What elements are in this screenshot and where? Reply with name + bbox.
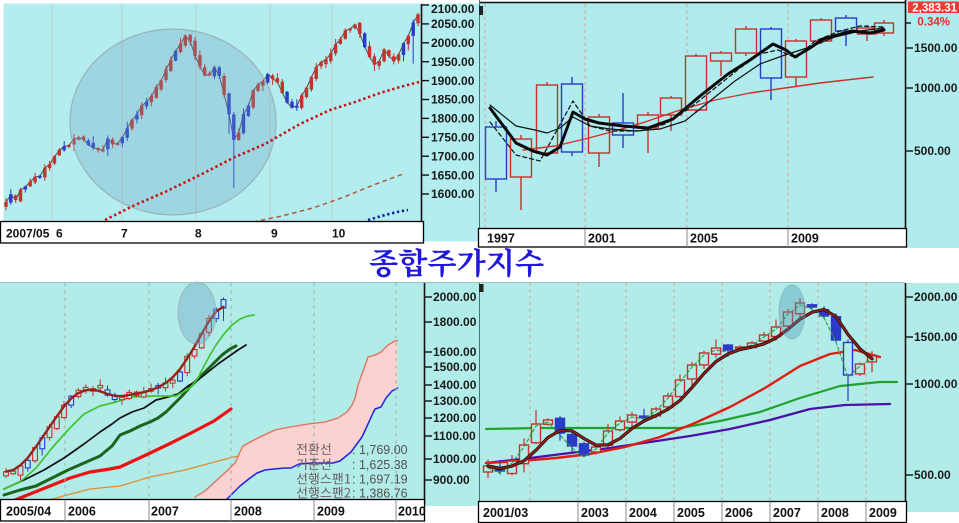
svg-text:2010: 2010 (398, 505, 426, 519)
svg-text:1900.00: 1900.00 (431, 74, 475, 88)
svg-text:2005/04: 2005/04 (6, 505, 51, 519)
svg-text:2005: 2005 (690, 232, 718, 246)
svg-text:2009: 2009 (317, 505, 345, 519)
svg-text:500.00: 500.00 (914, 144, 951, 158)
svg-text:: 1,697.19: : 1,697.19 (352, 473, 408, 487)
svg-text:0.34%: 0.34% (917, 17, 950, 29)
svg-text:2004: 2004 (629, 506, 657, 520)
svg-text:: 1,769.00: : 1,769.00 (352, 443, 408, 457)
svg-text:900.00: 900.00 (433, 473, 470, 487)
svg-text:1750.00: 1750.00 (431, 131, 475, 145)
svg-text:1850.00: 1850.00 (431, 93, 475, 107)
svg-text:2001/03: 2001/03 (483, 506, 528, 520)
svg-text:1000.00: 1000.00 (914, 81, 958, 95)
svg-text:500.00: 500.00 (914, 468, 951, 482)
svg-text:1100.00: 1100.00 (433, 429, 476, 443)
svg-text:1600.00: 1600.00 (433, 345, 477, 359)
svg-text:7: 7 (121, 227, 128, 241)
svg-text:2000.00: 2000.00 (433, 290, 477, 304)
svg-text:2009: 2009 (791, 232, 819, 246)
svg-text:2050.00: 2050.00 (431, 17, 475, 31)
svg-text:1400.00: 1400.00 (433, 378, 477, 392)
svg-text:1500.00: 1500.00 (914, 41, 958, 55)
svg-text:1500.00: 1500.00 (433, 360, 477, 374)
svg-text:2007/05: 2007/05 (6, 227, 50, 241)
svg-text:1650.00: 1650.00 (431, 168, 475, 182)
svg-text:2008: 2008 (821, 506, 849, 520)
svg-text:2000.00: 2000.00 (914, 290, 958, 304)
svg-text:2003: 2003 (581, 506, 609, 520)
svg-text:1800.00: 1800.00 (431, 112, 475, 126)
svg-text:1600.00: 1600.00 (431, 187, 475, 201)
svg-text:2007: 2007 (773, 506, 801, 520)
svg-text:: 1,625.38: : 1,625.38 (352, 458, 408, 472)
svg-text:2008: 2008 (234, 505, 262, 519)
svg-text:: 1,386.76: : 1,386.76 (352, 487, 408, 501)
svg-text:2000.00: 2000.00 (431, 36, 475, 50)
svg-text:1200.00: 1200.00 (433, 411, 477, 425)
svg-text:2,383.31: 2,383.31 (912, 2, 957, 14)
svg-text:1300.00: 1300.00 (433, 394, 477, 408)
svg-text:2007: 2007 (151, 505, 179, 519)
svg-text:8: 8 (195, 227, 202, 241)
svg-text:2006: 2006 (68, 505, 96, 519)
svg-text:1500.00: 1500.00 (914, 330, 958, 344)
svg-text:2005: 2005 (677, 506, 705, 520)
svg-text:6: 6 (56, 227, 63, 241)
svg-text:9: 9 (271, 227, 278, 241)
svg-text:10: 10 (332, 227, 346, 241)
svg-text:2001: 2001 (588, 232, 616, 246)
svg-text:1000.00: 1000.00 (914, 377, 958, 391)
svg-text:2009: 2009 (869, 506, 897, 520)
svg-text:2006: 2006 (725, 506, 753, 520)
svg-text:1000.00: 1000.00 (433, 452, 477, 466)
svg-text:1997: 1997 (487, 232, 515, 246)
svg-text:1800.00: 1800.00 (433, 315, 477, 329)
svg-text:1700.00: 1700.00 (431, 149, 475, 163)
svg-text:1950.00: 1950.00 (431, 55, 475, 69)
svg-text:2100.00: 2100.00 (431, 2, 475, 16)
